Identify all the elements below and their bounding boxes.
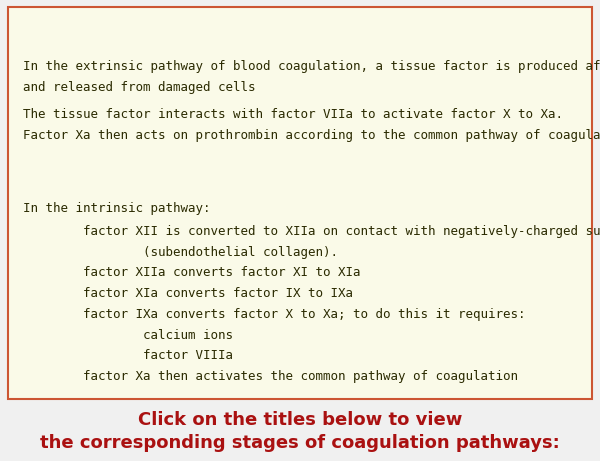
Text: factor XIIa converts factor XI to XIa: factor XIIa converts factor XI to XIa: [23, 266, 360, 279]
Text: and released from damaged cells: and released from damaged cells: [23, 81, 256, 94]
Text: Click on the titles below to view: Click on the titles below to view: [138, 410, 462, 429]
Text: factor XIa converts factor IX to IXa: factor XIa converts factor IX to IXa: [23, 287, 353, 300]
Text: factor XII is converted to XIIa on contact with negatively-charged surfaces: factor XII is converted to XIIa on conta…: [23, 225, 600, 238]
Text: The tissue factor interacts with factor VIIa to activate factor X to Xa.: The tissue factor interacts with factor …: [23, 108, 563, 121]
Text: In the extrinsic pathway of blood coagulation, a tissue factor is produced after: In the extrinsic pathway of blood coagul…: [23, 60, 600, 73]
FancyBboxPatch shape: [8, 7, 592, 399]
Text: the corresponding stages of coagulation pathways:: the corresponding stages of coagulation …: [40, 434, 560, 453]
Text: (subendothelial collagen).: (subendothelial collagen).: [23, 246, 338, 259]
Text: Factor Xa then acts on prothrombin according to the common pathway of coagulatio: Factor Xa then acts on prothrombin accor…: [23, 129, 600, 142]
Text: calcium ions: calcium ions: [23, 329, 233, 342]
Text: factor VIIIa: factor VIIIa: [23, 349, 233, 362]
Text: In the intrinsic pathway:: In the intrinsic pathway:: [23, 202, 211, 215]
Text: factor IXa converts factor X to Xa; to do this it requires:: factor IXa converts factor X to Xa; to d…: [23, 308, 526, 321]
Text: factor Xa then activates the common pathway of coagulation: factor Xa then activates the common path…: [23, 370, 518, 383]
